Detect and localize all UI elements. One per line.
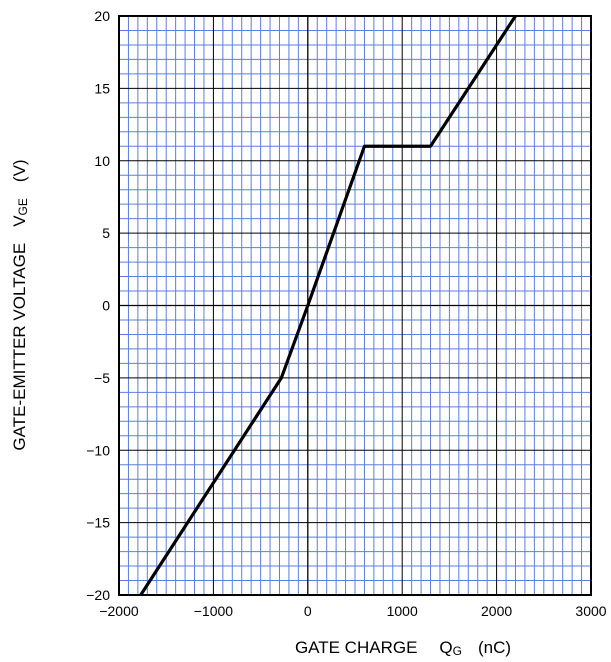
ticks-layer: −2000 −1000 0 1000 2000 3000 −20 −15 −10 −5 0 5 10 15… bbox=[86, 8, 607, 619]
x-axis-title-subscript: G bbox=[453, 644, 462, 658]
y-tick-label: 15 bbox=[94, 80, 110, 96]
x-axis-title-symbol: Q bbox=[439, 638, 452, 657]
y-tick-label: 10 bbox=[94, 153, 110, 169]
series-line-0 bbox=[139, 15, 517, 596]
y-tick-label: −15 bbox=[86, 515, 110, 531]
x-tick-label: 0 bbox=[304, 603, 312, 619]
y-tick-label: 5 bbox=[102, 225, 110, 241]
y-axis-title-unit: (V) bbox=[10, 159, 29, 182]
grid-layer bbox=[119, 16, 591, 595]
x-tick-label: 3000 bbox=[575, 603, 606, 619]
x-axis-title-unit: (nC) bbox=[478, 638, 511, 657]
y-tick-label: −5 bbox=[94, 370, 110, 386]
y-axis-title: GATE-EMITTER VOLTAGE VGE (V) bbox=[10, 159, 30, 450]
x-tick-label: 2000 bbox=[481, 603, 512, 619]
series-layer bbox=[139, 15, 517, 596]
x-axis-title-main: GATE CHARGE bbox=[295, 638, 417, 657]
plot-frame bbox=[118, 15, 592, 596]
y-axis-title-symbol: V bbox=[10, 215, 29, 227]
y-tick-label: −20 bbox=[86, 587, 110, 603]
y-tick-label: 0 bbox=[102, 298, 110, 314]
y-tick-label: −10 bbox=[86, 442, 110, 458]
x-tick-label: −2000 bbox=[99, 603, 139, 619]
y-tick-label: 20 bbox=[94, 8, 110, 24]
x-tick-label: −1000 bbox=[194, 603, 234, 619]
axes-layer bbox=[118, 15, 592, 596]
x-tick-label: 1000 bbox=[387, 603, 418, 619]
y-axis-title-subscript: GE bbox=[16, 198, 30, 215]
x-axis-title: GATE CHARGE QG (nC) bbox=[295, 638, 511, 658]
y-axis-title-main: GATE-EMITTER VOLTAGE bbox=[10, 243, 29, 451]
